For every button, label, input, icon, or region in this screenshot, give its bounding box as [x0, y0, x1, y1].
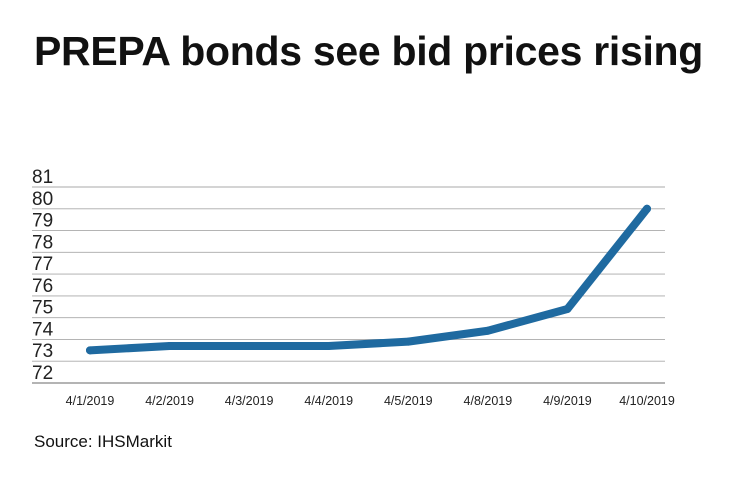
x-tick-label: 4/8/2019 [464, 394, 513, 408]
x-tick-label: 4/5/2019 [384, 394, 433, 408]
y-tick-label: 80 [32, 189, 53, 210]
data-point [324, 341, 333, 350]
series-line [86, 204, 651, 355]
chart-title: PREPA bonds see bid prices rising [34, 28, 704, 74]
series-layer [86, 204, 651, 355]
y-tick-label: 78 [32, 232, 53, 253]
x-tick-label: 4/2/2019 [145, 394, 194, 408]
y-tick-label: 75 [32, 298, 53, 319]
data-point [86, 346, 94, 355]
y-tick-label: 81 [32, 167, 53, 188]
data-point [165, 341, 174, 350]
x-tick-label: 4/3/2019 [225, 394, 274, 408]
y-tick-label: 73 [32, 341, 53, 362]
gridlines [32, 186, 665, 384]
y-tick-label: 72 [32, 363, 53, 384]
data-point [643, 204, 651, 213]
source-note: Source: IHSMarkit [34, 432, 172, 451]
x-axis-ticks: 4/1/2019 4/2/2019 4/3/2019 4/4/2019 4/5/2019… [66, 394, 675, 408]
y-tick-label: 76 [32, 276, 53, 297]
data-point [563, 304, 572, 313]
y-tick-label: 77 [32, 254, 53, 275]
x-tick-label: 4/1/2019 [66, 394, 115, 408]
x-tick-label: 4/10/2019 [619, 394, 675, 408]
data-point [245, 341, 254, 350]
data-point [483, 326, 492, 335]
x-tick-label: 4/9/2019 [543, 394, 592, 408]
data-point [404, 337, 413, 346]
y-tick-label: 74 [32, 319, 54, 340]
y-tick-label: 79 [32, 211, 53, 232]
x-tick-label: 4/4/2019 [304, 394, 353, 408]
